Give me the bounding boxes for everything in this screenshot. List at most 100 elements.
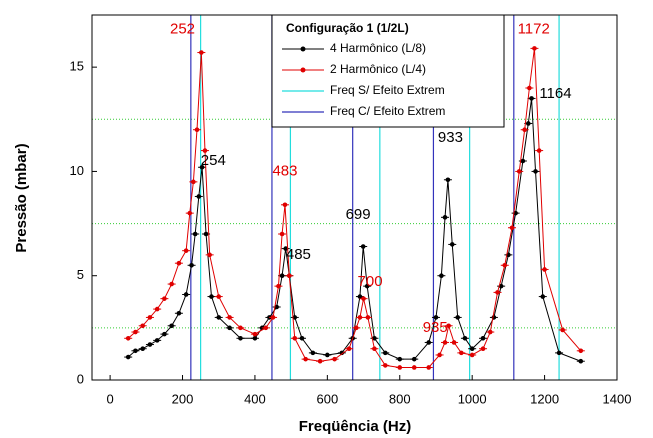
- data-point: [536, 148, 542, 153]
- data-point: [203, 231, 209, 237]
- data-point: [540, 294, 546, 299]
- data-point: [263, 325, 269, 331]
- data-point: [270, 315, 276, 320]
- legend-label: 4 Harmônico (L/8): [330, 41, 426, 55]
- data-point: [529, 96, 534, 101]
- data-point: [216, 315, 222, 320]
- data-point: [480, 346, 486, 352]
- data-point: [199, 50, 204, 55]
- x-tick-label: 1200: [530, 391, 559, 406]
- annotation: 1164: [539, 85, 571, 102]
- data-point: [437, 352, 442, 358]
- data-point: [495, 290, 500, 295]
- annotation: 252: [170, 21, 195, 38]
- data-point: [411, 365, 417, 370]
- data-point: [227, 315, 232, 320]
- x-tick-label: 800: [389, 391, 411, 406]
- annotation: 700: [358, 273, 383, 290]
- data-point: [502, 262, 508, 268]
- data-point: [154, 338, 160, 343]
- y-tick-label: 15: [70, 59, 84, 74]
- annotation: 483: [272, 162, 297, 179]
- data-point: [372, 335, 377, 341]
- data-point: [303, 356, 308, 362]
- data-point: [442, 215, 448, 220]
- data-point: [382, 350, 388, 356]
- data-point: [183, 248, 189, 253]
- data-point: [442, 340, 448, 345]
- data-point: [199, 164, 205, 170]
- x-tick-label: 400: [244, 391, 266, 406]
- data-point: [397, 356, 403, 362]
- data-point: [339, 350, 345, 356]
- data-point: [133, 348, 138, 354]
- data-point: [287, 273, 292, 279]
- data-point: [520, 158, 526, 164]
- data-point: [282, 202, 288, 208]
- data-point: [560, 327, 565, 333]
- y-axis-title: Pressão (mbar): [13, 143, 30, 252]
- data-point: [354, 325, 359, 331]
- data-point: [283, 246, 289, 251]
- data-point: [487, 329, 493, 335]
- data-point: [252, 331, 258, 337]
- legend-label: Freq C/ Efeito Extrem: [330, 104, 445, 118]
- y-tick-label: 10: [70, 163, 84, 178]
- data-point: [325, 352, 330, 358]
- data-point: [397, 365, 403, 370]
- data-point: [360, 244, 366, 249]
- data-point: [462, 335, 468, 341]
- data-point: [276, 283, 281, 289]
- data-point: [162, 296, 167, 301]
- data-point: [196, 194, 202, 199]
- data-point: [578, 348, 584, 354]
- data-point: [310, 350, 316, 356]
- annotation: 933: [438, 129, 463, 146]
- data-point: [238, 325, 243, 331]
- data-point: [532, 46, 537, 51]
- legend-label: 2 Harmônico (L/4): [330, 62, 426, 76]
- data-point: [133, 329, 138, 335]
- data-point: [365, 315, 371, 320]
- data-point: [433, 315, 439, 320]
- data-point: [525, 121, 531, 126]
- data-point: [449, 242, 455, 247]
- data-point: [140, 323, 145, 329]
- data-point: [169, 281, 174, 287]
- data-point: [439, 273, 444, 279]
- data-point: [279, 231, 285, 237]
- annotation: 1172: [518, 21, 550, 38]
- data-point: [209, 294, 214, 299]
- annotation: 935: [423, 319, 448, 336]
- data-point: [299, 335, 305, 341]
- annotation: 254: [201, 152, 226, 169]
- data-point: [578, 358, 584, 364]
- data-point: [176, 260, 182, 266]
- data-point: [317, 358, 323, 364]
- data-point: [527, 85, 532, 91]
- data-point: [364, 283, 370, 289]
- data-point: [187, 210, 193, 216]
- data-point: [227, 325, 232, 331]
- data-point: [125, 335, 131, 341]
- x-tick-label: 1400: [603, 391, 632, 406]
- data-point: [279, 273, 285, 279]
- data-point: [154, 306, 160, 312]
- data-point: [189, 262, 194, 268]
- data-point: [332, 356, 337, 362]
- data-point: [522, 127, 527, 133]
- data-point: [194, 127, 200, 133]
- x-tick-label: 0: [106, 391, 113, 406]
- y-tick-label: 0: [77, 371, 84, 386]
- series-line: [127, 48, 582, 368]
- data-point: [169, 323, 174, 329]
- data-point: [202, 148, 208, 153]
- data-point: [192, 231, 198, 237]
- legend-marker: [300, 46, 306, 52]
- data-point: [469, 352, 475, 358]
- x-axis-title: Freqüência (Hz): [299, 418, 412, 435]
- data-point: [252, 335, 258, 341]
- data-point: [147, 342, 153, 347]
- data-point: [411, 356, 417, 362]
